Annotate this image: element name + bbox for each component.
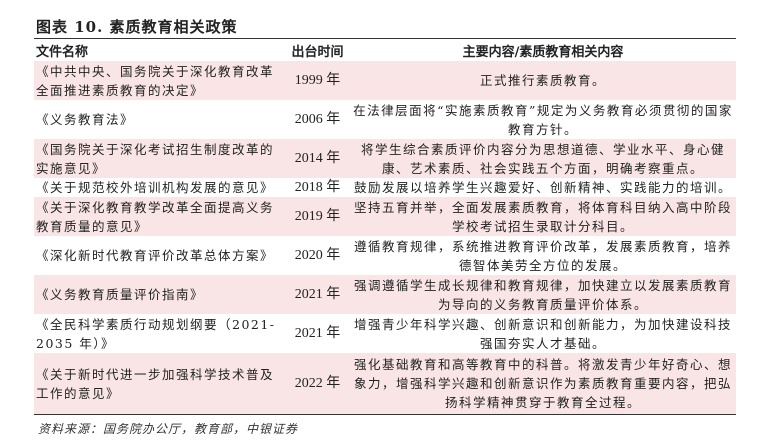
- date-cell: 2006 年: [294, 112, 341, 127]
- date-cell: 2021 年: [285, 275, 350, 314]
- policy-table-container: 文件名称 出台时间 主要内容/素质教育相关内容 《中共中央、国务院关于深化教育改…: [34, 38, 736, 415]
- content-cell: 鼓励发展以培养学生兴趣爱好、创新精神、实践能力的培训。: [353, 180, 732, 195]
- content-cell: 遵循教育规律，系统推进教育评价改革，发展素质教育，培养德智体美劳全方位的发展。: [353, 238, 732, 273]
- document-name-cell: 《义务教育质量评价指南》: [34, 275, 285, 314]
- document-name-cell: 《关于新时代进一步加强科学技术普及工作的意见》: [34, 353, 285, 415]
- table-row: 《深化新时代教育评价改革总体方案》 2020 年遵循教育规律，系统推进教育评价改革…: [34, 236, 736, 275]
- table-row: 《中共中央、国务院关于深化教育改革全面推进素质教育的决定》 1999 年正式推行素…: [34, 61, 736, 100]
- table-header-row: 文件名称 出台时间 主要内容/素质教育相关内容: [34, 39, 736, 62]
- content-cell: 增强青少年科学兴趣、创新意识和创新能力，为加快建设科技强国夯实人才基础。: [353, 316, 732, 351]
- document-name-cell: 《深化新时代教育评价改革总体方案》: [36, 248, 275, 263]
- content-cell: 将学生综合素质评价内容分为思想道德、学业水平、身心健康、艺术素质、社会实践五个方…: [350, 139, 736, 178]
- table-row: 《关于深化教育教学改革全面提高义务教育质量的意见》 2019 年坚持五育并举，全面…: [34, 197, 736, 236]
- header-date: 出台时间: [291, 44, 344, 60]
- table-row: 《国务院关于深化考试招生制度改革的实施意见》 2014 年将学生综合素质评价内容分…: [34, 139, 736, 178]
- header-document-name: 文件名称: [36, 44, 89, 60]
- content-cell: 正式推行素质教育。: [350, 61, 736, 100]
- table-row: 《关于新时代进一步加强科学技术普及工作的意见》 2022 年强化基础教育和高等教育…: [34, 353, 736, 415]
- content-cell: 坚持五育并举，全面发展素质教育，将体育科目纳入高中阶段学校考试招生录取计分科目。: [350, 197, 736, 236]
- figure-title: 图表 10. 素质教育相关政策: [36, 18, 238, 36]
- source-note: 资料来源：国务院办公厅，教育部，中银证券: [38, 422, 299, 436]
- date-cell: 2014 年: [285, 139, 350, 178]
- date-cell: 2019 年: [285, 197, 350, 236]
- date-cell: 2018 年: [294, 180, 341, 195]
- document-name-cell: 《义务教育法》: [36, 112, 135, 127]
- table-row: 《义务教育法》 2006 年在法律层面将“实施素质教育”规定为义务教育必须贯彻的国…: [34, 100, 736, 139]
- content-cell: 在法律层面将“实施素质教育”规定为义务教育必须贯彻的国家教育方针。: [353, 102, 733, 137]
- document-name-cell: 《关于规范校外培训机构发展的意见》: [36, 180, 275, 195]
- content-cell: 强调遵循学生成长规律和教育规律，加快建立以发展素质教育为导向的义务教育质量评价体…: [350, 275, 736, 314]
- table-row: 《全民科学素质行动规划纲要（2021-2035 年）》 2021 年增强青少年科学…: [34, 314, 736, 353]
- policy-table: 文件名称 出台时间 主要内容/素质教育相关内容 《中共中央、国务院关于深化教育改…: [34, 38, 736, 415]
- document-name-cell: 《中共中央、国务院关于深化教育改革全面推进素质教育的决定》: [34, 61, 285, 100]
- header-content: 主要内容/素质教育相关内容: [462, 44, 624, 60]
- table-row: 《关于规范校外培训机构发展的意见》 2018 年鼓励发展以培养学生兴趣爱好、创新精…: [34, 178, 736, 197]
- date-cell: 1999 年: [285, 61, 350, 100]
- date-cell: 2020 年: [294, 248, 341, 263]
- document-name-cell: 《关于深化教育教学改革全面提高义务教育质量的意见》: [34, 197, 285, 236]
- date-cell: 2021 年: [294, 326, 341, 341]
- document-name-cell: 《全民科学素质行动规划纲要（2021-2035 年）》: [36, 316, 276, 351]
- content-cell: 强化基础教育和高等教育中的科普。将激发青少年好奇心、想象力，增强科学兴趣和创新意…: [350, 353, 736, 415]
- document-name-cell: 《国务院关于深化考试招生制度改革的实施意见》: [34, 139, 285, 178]
- table-row: 《义务教育质量评价指南》 2021 年强调遵循学生成长规律和教育规律，加快建立以发…: [34, 275, 736, 314]
- date-cell: 2022 年: [285, 353, 350, 415]
